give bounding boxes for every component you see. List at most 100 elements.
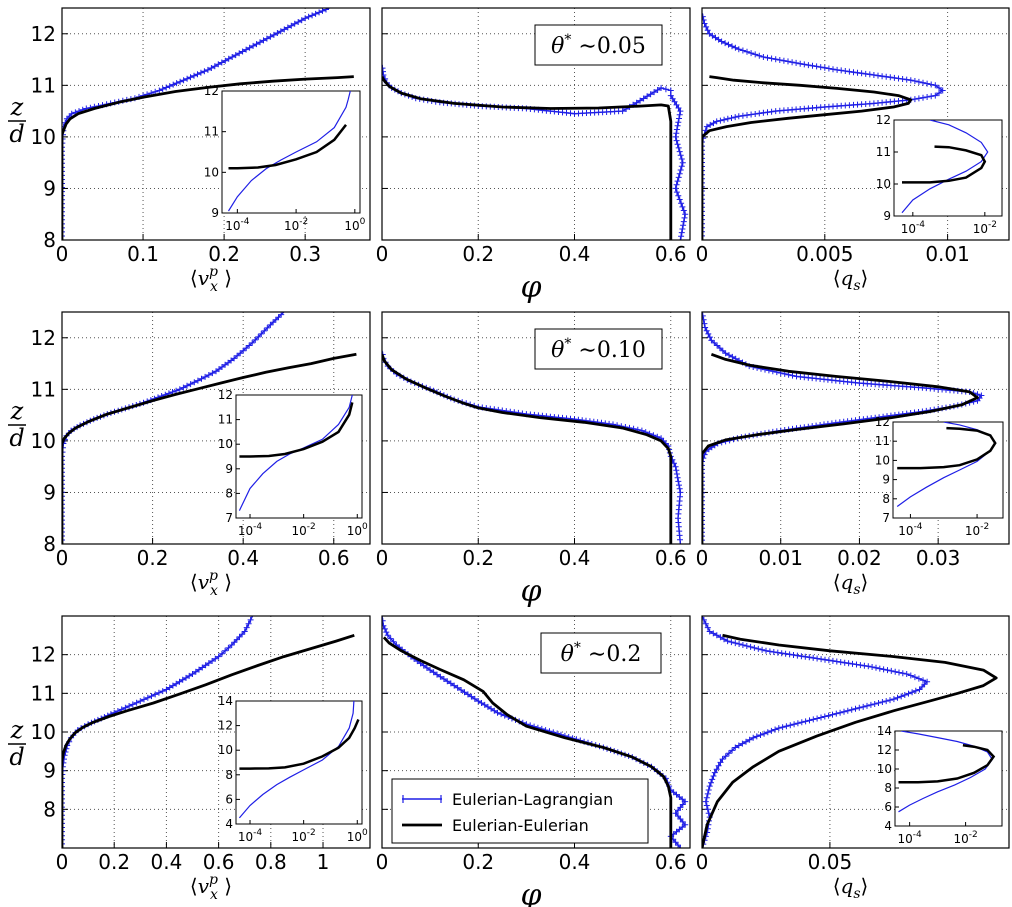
inset-x-tick-label: 10-2 [965,522,989,538]
y-axis-label-numerator: z [10,716,24,744]
y-tick-label: 12 [31,326,56,350]
y-axis-label: zd [8,93,26,148]
x-axis-label: ⟨qs⟩ [833,266,869,294]
x-tick-label: 0 [56,242,69,266]
y-tick-label: 10 [31,720,56,744]
x-tick-label: 0.2 [462,546,494,570]
y-axis-label-denominator: d [9,424,24,452]
x-tick-label: 0.2 [462,242,494,266]
plot-frame [381,615,691,849]
x-tick-label: 0.6 [655,242,687,266]
y-axis-label: zd [8,397,26,452]
x-tick-label: 0.3 [289,242,321,266]
series-line [382,75,673,240]
x-tick-label: 0 [696,850,709,874]
inset-y-tick-label: 11 [218,413,233,427]
inset-y-tick-label: 10 [876,177,891,191]
x-tick-label: 0.4 [559,546,591,570]
inset-series-line [898,744,996,784]
x-tick-label: 0 [696,242,709,266]
y-tick-label: 10 [31,429,56,453]
annotation-text: θ* ∼0.2 [561,640,642,667]
legend-box [391,778,649,844]
series-eulerian-lagrangian [62,616,254,848]
inset-x-tick-label: 10-2 [953,830,977,846]
y-axis-label: zd [8,716,26,771]
plot-frame [701,311,1010,545]
subplot-r2-c1: 0 0.2 0.4 0.6φθ* ∼0.2Eulerian-LagrangianEul… [376,615,691,907]
inset-y-tick-label: 12 [204,84,219,98]
inset-y-tick-label: 11 [876,145,891,159]
legend-label: Eulerian-Eulerian [452,816,589,835]
x-tick-label: 0.6 [203,850,235,874]
inset-series-line [902,145,987,184]
inset-x-tick-label: 10-2 [292,522,316,538]
x-tick-label: 0.005 [796,242,853,266]
inset-series-line [901,120,989,214]
legend-swatch-marker [402,795,442,803]
inset-plot: 9 10 11 12 10-4 10-2 100 [204,84,366,233]
x-axis-label: ⟨vp x ⟩ [190,264,232,295]
series-line [382,64,686,240]
y-tick-label: 9 [43,480,56,504]
series-eulerian-lagrangian [702,13,946,240]
inset-y-tick-label: 6 [884,800,892,814]
series-markers [702,13,946,240]
y-tick-label: 9 [43,759,56,783]
x-tick-label: 0.2 [137,546,169,570]
inset-y-tick-label: 12 [218,388,233,402]
annotation-text: θ* ∼0.05 [551,32,646,59]
inset-y-tick-label: 4 [225,817,233,831]
inset-x-tick-label: 10-4 [901,220,926,236]
x-axis-label: ⟨qs⟩ [833,570,869,598]
x-tick-label: 0.6 [655,546,687,570]
series-eulerian-eulerian [382,353,673,544]
y-axis-label-numerator: z [10,397,24,425]
subplot-r1-c2: 0 0.01 0.02 0.03 ⟨qs⟩ 7 8 9 10 11 12 10-4 10-2 [696,311,1010,598]
inset-y-tick-label: 12 [218,719,233,733]
inset-x-tick-label: 10-4 [898,522,923,538]
subplot-r2-c0: 0 0.2 0.4 0.6 0.8 1 8 9 10 11 12 ⟨vp x ⟩ zd 4 6 8 10 12 14 1… [8,615,371,903]
legend-label: Eulerian-Lagrangian [452,790,613,809]
x-axis-label: φ [520,270,541,305]
inset-y-tick-label: 8 [225,486,233,500]
subplot-r0-c1: 0 0.2 0.4 0.6 φ θ* ∼0.05 [376,7,691,305]
inset-y-tick-label: 9 [211,206,219,220]
inset-series-line [228,124,347,170]
inset-y-tick-label: 10 [218,743,233,757]
x-tick-label: 0 [56,850,69,874]
inset-y-tick-label: 10 [218,437,233,451]
y-tick-label: 12 [31,22,56,46]
series-line [702,633,998,848]
x-tick-label: 0.8 [255,850,287,874]
x-tick-label: 0 [56,546,69,570]
annotation-box [534,24,663,66]
inset-y-tick-label: 12 [877,743,892,757]
x-tick-label: 0 [376,546,389,570]
plot-frame [381,7,691,241]
y-tick-label: 11 [31,73,56,97]
y-axis-label-denominator: d [9,120,24,148]
series-eulerian-eulerian [62,352,357,544]
inset-x-tick-label: 10-4 [238,522,263,538]
inset-frame [235,700,363,825]
x-tick-label: 0.05 [808,850,853,874]
inset-frame [892,421,1004,519]
inset-y-tick-label: 8 [882,492,890,506]
series-eulerian-eulerian [702,75,913,240]
inset-series-line [227,91,351,212]
x-tick-label: 0.03 [916,546,961,570]
series-line [62,75,354,240]
inset-y-tick-label: 14 [877,724,892,738]
subplot-r1-c1: 0 0.2 0.4 0.6 φ θ* ∼0.10 [376,311,691,609]
inset-plot: 9 10 11 12 10-4 10-2 [876,113,1003,236]
inset-y-tick-label: 9 [225,462,233,476]
x-tick-label: 0.6 [655,850,687,874]
inset-y-tick-label: 12 [875,415,890,429]
series-line [382,350,682,544]
plot-frame [61,7,371,241]
annotation-text: θ* ∼0.10 [551,336,646,363]
x-tick-label: 0 [696,546,709,570]
series-eulerian-lagrangian [382,350,684,544]
